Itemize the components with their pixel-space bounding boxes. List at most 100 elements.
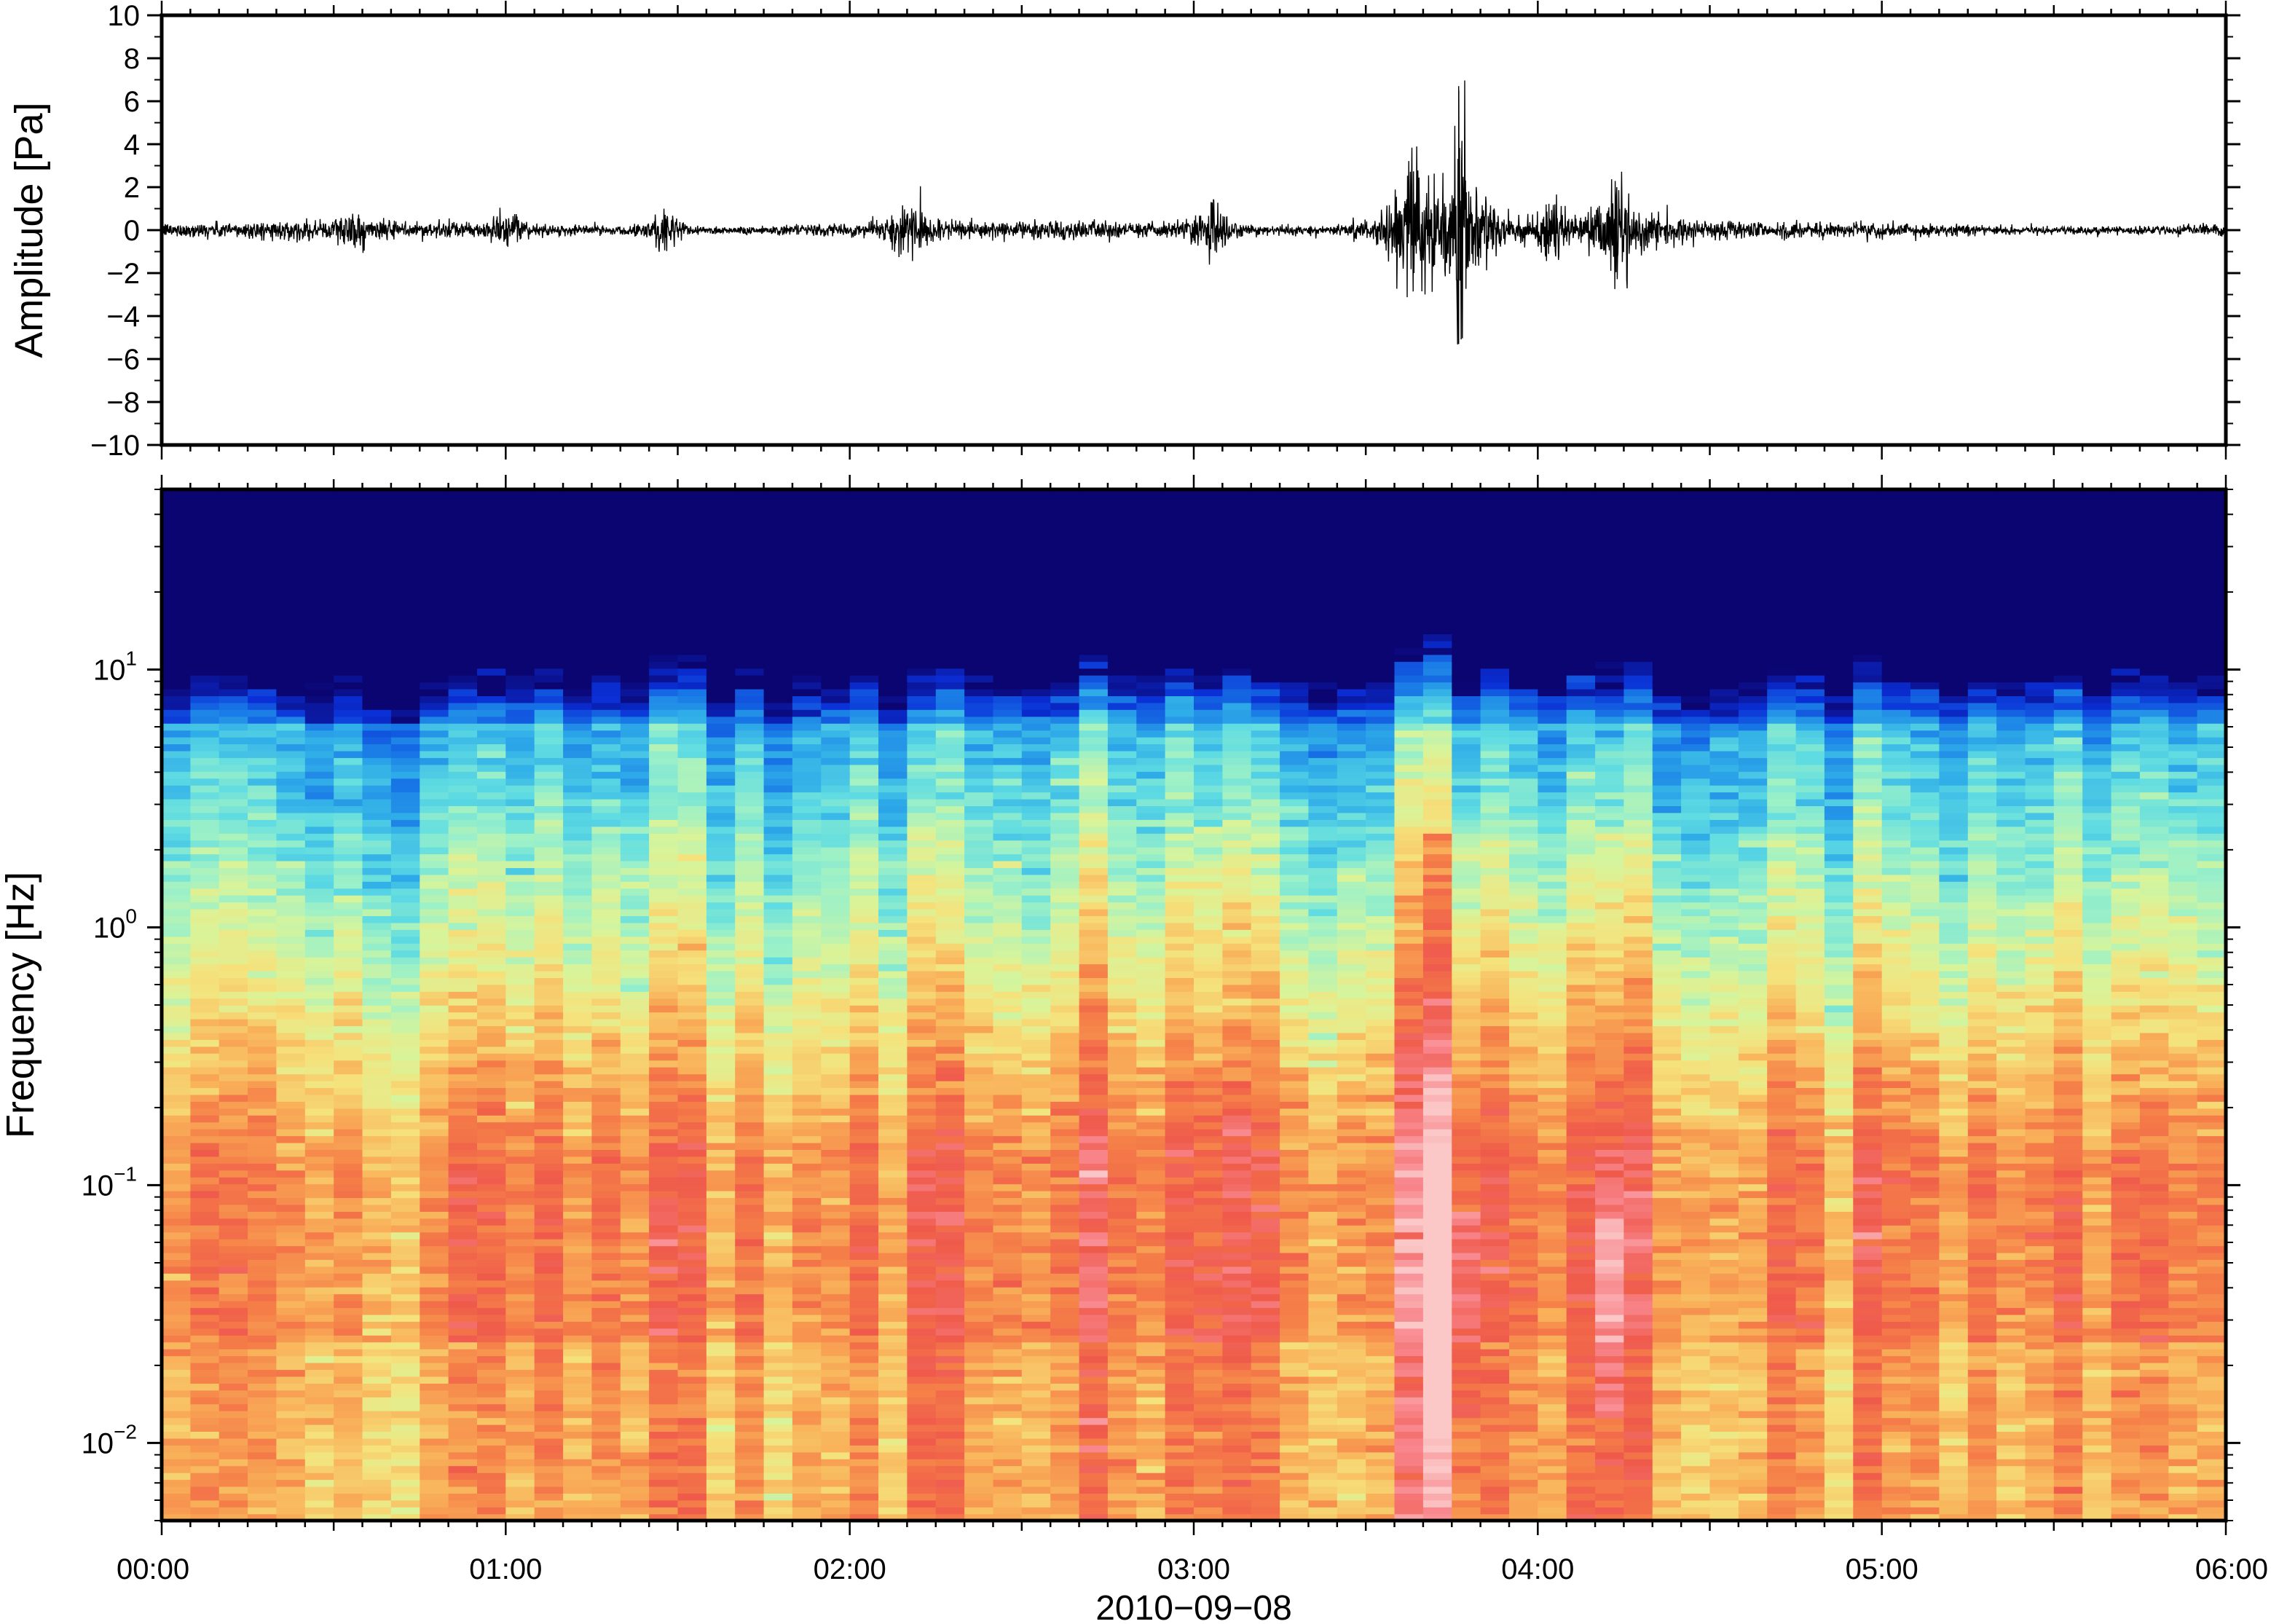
spectrogram-cell — [792, 874, 822, 882]
spectrogram-cell — [677, 544, 707, 552]
spectrogram-cell — [448, 805, 478, 813]
spectrogram-cell — [620, 592, 650, 600]
spectrogram-cell — [276, 578, 306, 586]
spectrogram-cell — [1021, 1341, 1051, 1349]
spectrogram-cell — [763, 586, 793, 594]
spectrogram-cell — [248, 723, 278, 731]
spectrogram-cell — [1021, 1128, 1051, 1137]
spectrogram-cell — [448, 572, 478, 580]
spectrogram-cell — [534, 963, 564, 971]
spectrogram-cell — [964, 1493, 994, 1501]
spectrogram-cell — [821, 654, 851, 662]
spectrogram-cell — [219, 984, 248, 992]
spectrogram-cell — [219, 730, 248, 738]
spectrogram-cell — [534, 943, 564, 951]
spectrogram-cell — [276, 695, 306, 703]
spectrogram-cell — [477, 819, 507, 827]
spectrogram-cell — [248, 1314, 278, 1322]
spectrogram-cell — [878, 1266, 908, 1274]
spectrogram-cell — [735, 1073, 765, 1081]
spectrogram-cell — [849, 977, 879, 985]
spectrogram-cell — [477, 1163, 507, 1171]
spectrogram-cell — [534, 592, 564, 600]
spectrogram-cell — [276, 1499, 306, 1507]
spectrogram-cell — [448, 1445, 478, 1453]
spectrogram-cell — [821, 1039, 851, 1047]
spectrogram-cell — [907, 936, 937, 944]
spectrogram-cell — [706, 1211, 736, 1219]
spectrogram-cell — [448, 1245, 478, 1253]
spectrogram-cell — [706, 558, 736, 566]
spectrogram-cell — [792, 586, 822, 594]
spectrogram-cell — [1050, 956, 1080, 965]
spectrogram-cell — [420, 744, 449, 752]
spectrogram-cell — [334, 936, 363, 944]
spectrogram-cell — [649, 1424, 679, 1432]
spectrogram-cell — [649, 854, 679, 862]
spectrogram-cell — [420, 736, 449, 744]
spectrogram-cell — [993, 1142, 1023, 1150]
spectrogram-cell — [649, 963, 679, 971]
spectrogram-cell — [505, 496, 535, 504]
spectrogram-cell — [878, 1349, 908, 1357]
spectrogram-cell — [677, 1321, 707, 1329]
spectrogram-cell — [935, 1431, 965, 1439]
spectrogram-cell — [304, 654, 334, 662]
spectrogram-cell — [219, 1190, 248, 1199]
spectrogram-cell — [964, 963, 994, 971]
spectrogram-cell — [190, 1287, 220, 1295]
spectrogram-cell — [390, 1424, 421, 1432]
spectrogram-cell — [505, 1094, 535, 1102]
spectrogram-cell — [304, 902, 334, 910]
spectrogram-cell — [706, 1197, 736, 1205]
spectrogram-cell — [821, 915, 851, 923]
spectrogram-cell — [591, 695, 621, 703]
spectrogram-cell — [248, 1039, 278, 1047]
spectrogram-cell — [821, 496, 851, 504]
spectrogram-cell — [1050, 1314, 1080, 1322]
spectrogram-cell — [677, 1335, 707, 1343]
spectrogram-cell — [792, 1087, 822, 1095]
spectrogram-cell — [878, 1513, 908, 1521]
spectrogram-cell — [1021, 819, 1051, 827]
spectrogram-cell — [190, 1197, 220, 1205]
spectrogram-cell — [792, 1149, 822, 1157]
spectrogram-cell — [304, 1142, 334, 1150]
spectrogram-cell — [219, 489, 248, 497]
spectrogram-cell — [677, 936, 707, 944]
spectrogram-cell — [276, 915, 306, 923]
spectrogram-cell — [677, 1513, 707, 1521]
spectrogram-cell — [792, 744, 822, 752]
spectrogram-cell — [620, 1411, 650, 1419]
spectrogram-cell — [849, 1025, 879, 1033]
spectrogram-cell — [763, 950, 793, 958]
spectrogram-cell — [935, 1287, 965, 1295]
spectrogram-cell — [1021, 1376, 1051, 1384]
spectrogram-cell — [792, 537, 822, 545]
spectrogram-cell — [390, 702, 421, 710]
spectrogram-cell — [821, 963, 851, 971]
spectrogram-cell — [534, 682, 564, 690]
spectrogram-cell — [763, 826, 793, 834]
spectrogram-cell — [276, 936, 306, 944]
spectrogram-cell — [534, 730, 564, 738]
spectrogram-cell — [420, 1362, 449, 1371]
spectrogram-cell — [706, 1046, 736, 1054]
spectrogram-cell — [1021, 826, 1051, 834]
spectrogram-cell — [993, 922, 1023, 930]
spectrogram-cell — [420, 530, 449, 538]
spectrogram-cell — [591, 1314, 621, 1322]
spectrogram-cell — [420, 1087, 449, 1095]
spectrogram-cell — [362, 551, 392, 559]
spectrogram-cell — [219, 606, 248, 614]
spectrogram-cell — [448, 1108, 478, 1116]
spectrogram-cell — [304, 709, 334, 717]
spectrogram-cell — [477, 1231, 507, 1239]
spectrogram-cell — [649, 1349, 679, 1357]
spectrogram-cell — [276, 1362, 306, 1371]
spectrogram-cell — [390, 1507, 421, 1515]
spectrogram-cell — [334, 1073, 363, 1081]
spectrogram-cell — [448, 682, 478, 690]
spectrogram-cell — [677, 1259, 707, 1267]
spectrogram-cell — [248, 963, 278, 971]
